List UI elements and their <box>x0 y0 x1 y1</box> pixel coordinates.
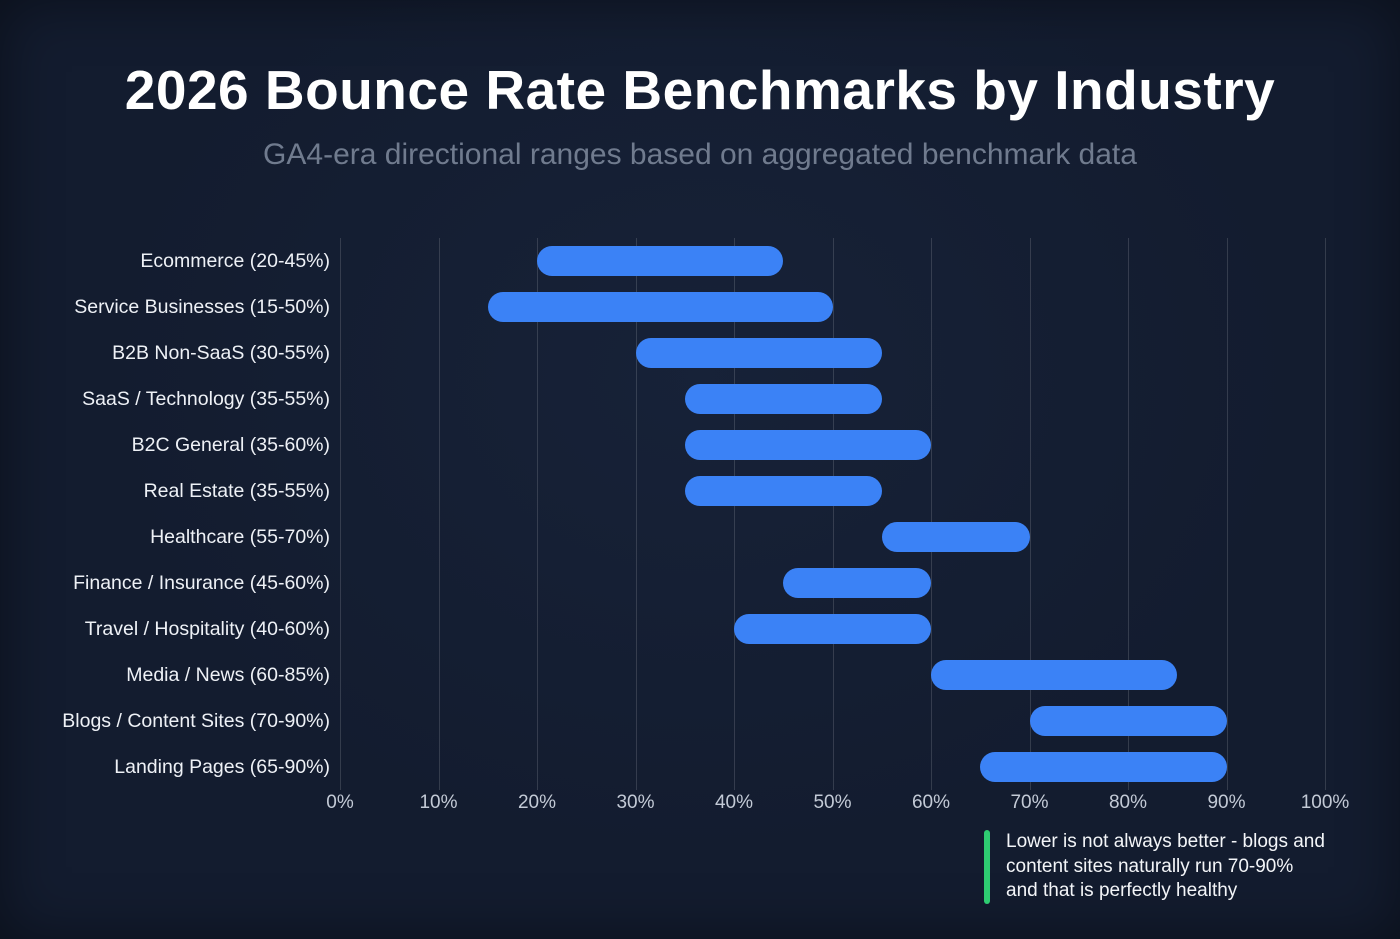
gridline <box>832 238 834 790</box>
gridline <box>931 238 932 790</box>
x-tick-label: 10% <box>419 792 458 813</box>
range-bar <box>734 614 931 644</box>
x-tick-label: 90% <box>1207 792 1246 813</box>
annotation-accent-bar <box>984 830 990 905</box>
category-label: Travel / Hospitality (40-60%) <box>84 617 330 640</box>
range-bar <box>684 476 882 506</box>
range-bar <box>881 522 1030 552</box>
range-bar <box>684 430 931 460</box>
category-label: B2B Non-SaaS (30-55%) <box>112 341 330 364</box>
gridline <box>1226 238 1228 790</box>
range-bar <box>931 660 1178 690</box>
gridline <box>734 238 735 790</box>
range-bar <box>980 752 1227 782</box>
plot-area <box>340 238 1326 790</box>
x-tick-label: 0% <box>326 792 354 813</box>
x-tick-label: 100% <box>1300 792 1350 813</box>
category-label: Landing Pages (65-90%) <box>114 755 330 778</box>
category-label: Finance / Insurance (45-60%) <box>73 571 330 594</box>
annotation-text: Lower is not always better - blogs and c… <box>1006 830 1325 904</box>
gridline <box>1325 238 1326 790</box>
range-bar <box>684 384 882 414</box>
range-bar <box>537 246 784 276</box>
chart-header: 2026 Bounce Rate Benchmarks by Industry … <box>0 58 1400 172</box>
category-label: Healthcare (55-70%) <box>150 525 330 548</box>
x-axis: 0% 10% 20% 30% 40% 50% 60% 70% 80% 90% 100% <box>326 790 1349 818</box>
gridline <box>1128 238 1129 790</box>
gridline <box>1029 238 1031 790</box>
category-label: Blogs / Content Sites (70-90%) <box>62 709 330 732</box>
range-bar <box>783 568 931 598</box>
range-bar <box>487 292 833 322</box>
category-label: SaaS / Technology (35-55%) <box>82 387 330 410</box>
category-label: B2C General (35-60%) <box>131 433 330 456</box>
x-tick-label: 50% <box>813 792 852 813</box>
category-label: Ecommerce (20-45%) <box>140 249 330 272</box>
category-label: Media / News (60-85%) <box>126 663 330 686</box>
category-label: Service Businesses (15-50%) <box>74 295 330 318</box>
x-tick-label: 60% <box>911 792 951 813</box>
x-tick-label: 30% <box>616 792 655 813</box>
chart-title: 2026 Bounce Rate Benchmarks by Industry <box>124 59 1276 121</box>
category-label: Real Estate (35-55%) <box>143 479 330 502</box>
x-tick-label: 40% <box>714 792 754 813</box>
range-bar <box>635 338 882 368</box>
x-tick-label: 20% <box>517 792 557 813</box>
range-bar <box>1029 706 1227 736</box>
annotation-line: and that is perfectly healthy <box>1006 880 1238 902</box>
annotation-callout: Lower is not always better - blogs and c… <box>984 830 1364 905</box>
category-labels: Ecommerce (20-45%) Service Businesses (15… <box>0 238 330 790</box>
gridline <box>537 238 538 790</box>
gridline <box>340 238 341 790</box>
annotation-line: content sites naturally run 70-90% <box>1006 855 1294 877</box>
x-tick-label: 70% <box>1010 792 1049 813</box>
chart-subtitle: GA4-era directional ranges based on aggr… <box>263 138 1137 171</box>
gridline <box>635 238 637 790</box>
annotation-line: Lower is not always better - blogs and <box>1006 831 1325 852</box>
x-tick-label: 80% <box>1108 792 1148 813</box>
gridline <box>438 238 440 790</box>
